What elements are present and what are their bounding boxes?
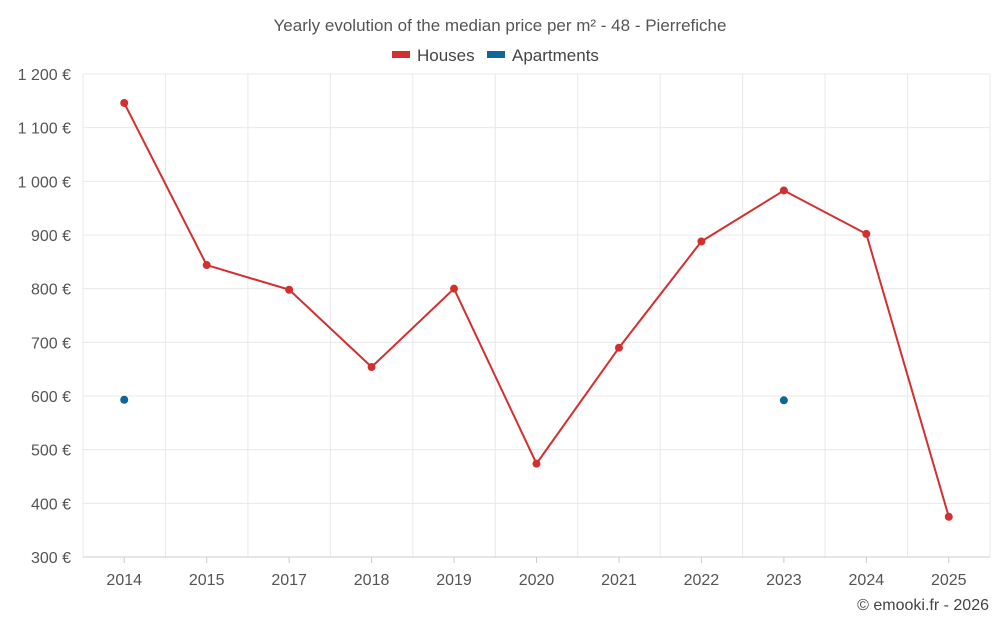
- data-point-houses[interactable]: [285, 285, 294, 294]
- x-tick-label: 2021: [601, 572, 637, 589]
- data-point-houses[interactable]: [779, 186, 788, 195]
- x-tick-label: 2022: [684, 572, 720, 589]
- data-point-houses[interactable]: [697, 237, 706, 246]
- y-tick-label: 500 €: [31, 443, 71, 460]
- y-tick-label: 1 200 €: [18, 67, 71, 84]
- x-tick-label: 2018: [354, 572, 390, 589]
- x-tick-label: 2014: [106, 572, 142, 589]
- x-axis: 2014 2015 2017 2018 2019 2020 2021 2022 2023 2024…: [83, 556, 990, 589]
- credit-text: © emooki.fr - 2026: [857, 597, 989, 614]
- data-point-houses[interactable]: [120, 98, 129, 107]
- data-point-houses[interactable]: [532, 459, 541, 468]
- y-tick-label: 1 000 €: [18, 174, 71, 191]
- legend-label-apartments[interactable]: Apartments: [512, 46, 599, 65]
- data-point-houses[interactable]: [202, 261, 211, 270]
- data-point-houses[interactable]: [614, 343, 623, 352]
- legend-label-houses[interactable]: Houses: [417, 46, 475, 65]
- chart-legend: Houses Apartments: [392, 46, 599, 65]
- legend-swatch-apartments: [487, 51, 505, 58]
- y-tick-label: 400 €: [31, 496, 71, 513]
- y-tick-label: 300 €: [31, 550, 71, 567]
- data-point-houses[interactable]: [944, 512, 953, 521]
- x-tick-label: 2025: [931, 572, 967, 589]
- y-tick-label: 900 €: [31, 228, 71, 245]
- y-axis: 300 € 400 € 500 € 600 € 700 € 800 € 900 € 1 000…: [18, 67, 71, 567]
- legend-swatch-houses: [392, 51, 410, 58]
- y-tick-label: 700 €: [31, 335, 71, 352]
- grid: [82, 73, 991, 557]
- x-tick-label: 2015: [189, 572, 225, 589]
- y-tick-label: 800 €: [31, 282, 71, 299]
- x-tick-label: 2017: [271, 572, 307, 589]
- chart-title: Yearly evolution of the median price per…: [274, 16, 727, 35]
- data-point-houses[interactable]: [450, 284, 459, 293]
- x-tick-label: 2024: [849, 572, 885, 589]
- data-point-apartments[interactable]: [779, 396, 788, 405]
- data-point-apartments[interactable]: [120, 395, 129, 404]
- y-tick-label: 1 100 €: [18, 121, 71, 138]
- x-tick-label: 2020: [519, 572, 555, 589]
- y-tick-label: 600 €: [31, 389, 71, 406]
- series: [120, 98, 953, 521]
- data-point-houses[interactable]: [367, 363, 376, 372]
- x-tick-label: 2019: [436, 572, 472, 589]
- data-point-houses[interactable]: [862, 229, 871, 238]
- x-tick-label: 2023: [766, 572, 802, 589]
